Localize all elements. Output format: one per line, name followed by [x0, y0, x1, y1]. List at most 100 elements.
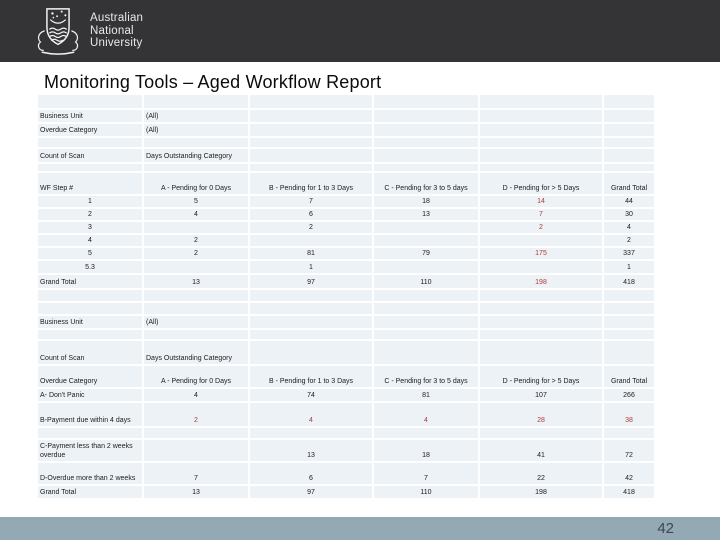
- blank-row: [38, 428, 654, 438]
- column-header: Grand Total: [604, 366, 654, 387]
- anu-wordmark: Australian National University: [90, 12, 143, 51]
- column-header: C - Pending for 3 to 5 days: [374, 366, 478, 387]
- blank-row: [38, 164, 654, 171]
- value-cell: 198: [480, 486, 602, 498]
- blank-cell: [480, 164, 602, 171]
- measure-label: Count of Scan: [38, 341, 142, 364]
- row-label: A- Don't Panic: [38, 389, 142, 401]
- value-cell: 79: [374, 248, 478, 259]
- value-cell: 28: [480, 403, 602, 426]
- value-cell: 41: [480, 440, 602, 461]
- value-cell: 107: [480, 389, 602, 401]
- value-cell: 2: [144, 403, 248, 426]
- blank-cell: [480, 138, 602, 147]
- blank-cell: [374, 316, 478, 328]
- value-cell: 110: [374, 486, 478, 498]
- blank-cell: [38, 164, 142, 171]
- slide-footer: 42: [0, 517, 720, 540]
- value-cell: 72: [604, 440, 654, 461]
- value-cell: [374, 261, 478, 273]
- value-cell: 337: [604, 248, 654, 259]
- blank-cell: [374, 330, 478, 339]
- grand-total-row: Grand Total 13 97 110 198 418: [38, 275, 654, 288]
- value-cell: 38: [604, 403, 654, 426]
- blank-cell: [604, 138, 654, 147]
- value-cell: 5: [144, 196, 248, 207]
- value-cell: 418: [604, 275, 654, 288]
- value-cell: [144, 222, 248, 233]
- value-cell: 13: [374, 209, 478, 220]
- blank-cell: [374, 290, 478, 301]
- value-cell: 7: [144, 463, 248, 484]
- value-cell: 4: [144, 389, 248, 401]
- value-cell: 18: [374, 440, 478, 461]
- value-cell: 4: [604, 222, 654, 233]
- blank-cell: [604, 330, 654, 339]
- value-cell: 2: [144, 248, 248, 259]
- value-cell: [250, 235, 372, 246]
- blank-cell: [374, 149, 478, 162]
- value-cell: 81: [250, 248, 372, 259]
- org-name-line: Australian: [90, 11, 144, 24]
- value-cell: 2: [144, 235, 248, 246]
- aged-workflow-pivot-tables: Business Unit (All) Overdue Category (Al…: [36, 93, 656, 500]
- blank-cell: [144, 428, 248, 438]
- blank-row: [38, 95, 654, 108]
- value-cell: 6: [250, 209, 372, 220]
- value-cell: 266: [604, 389, 654, 401]
- blank-cell: [250, 164, 372, 171]
- blank-cell: [144, 290, 248, 301]
- column-header: D - Pending for > 5 Days: [480, 173, 602, 194]
- blank-cell: [250, 316, 372, 328]
- blank-cell: [38, 303, 142, 314]
- measure-row: Count of Scan Days Outstanding Category: [38, 149, 654, 162]
- value-cell: 81: [374, 389, 478, 401]
- blank-cell: [38, 290, 142, 301]
- blank-cell: [144, 95, 248, 108]
- blank-cell: [250, 95, 372, 108]
- blank-cell: [374, 110, 478, 122]
- column-header-row: WF Step # A - Pending for 0 Days B - Pen…: [38, 173, 654, 194]
- blank-cell: [604, 124, 654, 136]
- data-row: 5.3 1 1: [38, 261, 654, 273]
- filter-value: (All): [144, 124, 248, 136]
- blank-cell: [604, 316, 654, 328]
- grand-total-row: Grand Total 13 97 110 198 418: [38, 486, 654, 498]
- column-header: B - Pending for 1 to 3 Days: [250, 366, 372, 387]
- value-cell: 44: [604, 196, 654, 207]
- row-label: Grand Total: [38, 275, 142, 288]
- row-label: 4: [38, 235, 142, 246]
- anu-crest-icon: [37, 8, 79, 55]
- page-number: 42: [657, 520, 674, 537]
- value-cell: 6: [250, 463, 372, 484]
- value-cell: 7: [250, 196, 372, 207]
- row-label: Grand Total: [38, 486, 142, 498]
- blank-row: [38, 138, 654, 147]
- filter-value: (All): [144, 316, 248, 328]
- blank-cell: [480, 341, 602, 364]
- value-cell: 97: [250, 486, 372, 498]
- data-row: C-Payment less than 2 weeks overdue 13 1…: [38, 440, 654, 461]
- blank-cell: [480, 303, 602, 314]
- blank-cell: [374, 341, 478, 364]
- data-row: 4 2 2: [38, 235, 654, 246]
- value-cell: 7: [374, 463, 478, 484]
- value-cell: 2: [250, 222, 372, 233]
- row-label: 3: [38, 222, 142, 233]
- row-label: B-Payment due within 4 days: [38, 403, 142, 426]
- blank-cell: [604, 341, 654, 364]
- org-name-line: University: [90, 37, 143, 50]
- blank-cell: [38, 95, 142, 108]
- blank-cell: [604, 149, 654, 162]
- blank-cell: [480, 330, 602, 339]
- blank-cell: [250, 330, 372, 339]
- blank-cell: [604, 110, 654, 122]
- value-cell: 1: [250, 261, 372, 273]
- blank-cell: [374, 164, 478, 171]
- row-dim-header: Overdue Category: [38, 366, 142, 387]
- blank-row: [38, 303, 654, 314]
- blank-row: [38, 330, 654, 339]
- data-row: B-Payment due within 4 days 2 4 4 28 38: [38, 403, 654, 426]
- blank-cell: [604, 290, 654, 301]
- blank-cell: [374, 138, 478, 147]
